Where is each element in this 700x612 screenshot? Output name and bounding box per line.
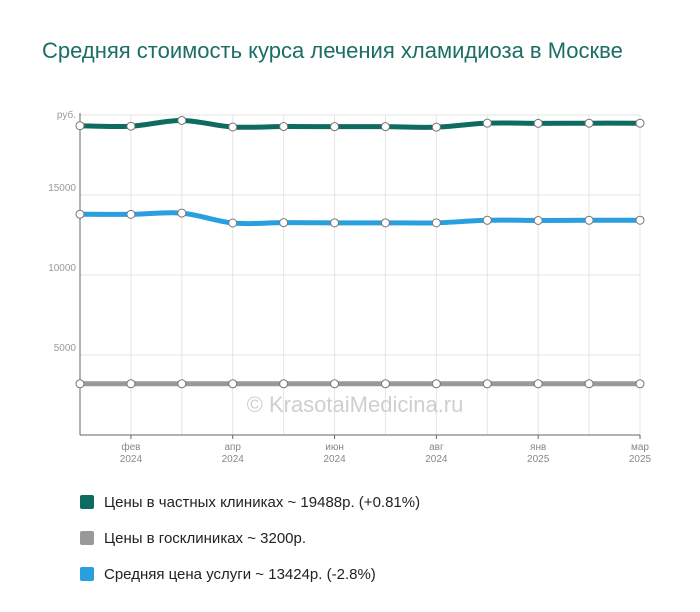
- series-average-point: [126, 209, 136, 219]
- chart-legend: Цены в частных клиниках ~ 19488р. (+0.81…: [80, 484, 420, 592]
- series-public-clinics-point: [431, 379, 441, 389]
- x-tick-label-month: авг: [429, 442, 444, 453]
- legend-item-average[interactable]: Средняя цена услуги ~ 13424р. (-2.8%): [80, 556, 420, 592]
- watermark: © KrasotaiMedicina.ru: [246, 392, 464, 417]
- x-tick-label-year: 2024: [323, 454, 346, 465]
- x-tick-label-month: фев: [121, 441, 140, 453]
- y-tick-label: 10000: [48, 263, 76, 274]
- series-average-point: [431, 218, 441, 228]
- x-tick-label-year: 2024: [425, 454, 448, 465]
- series-average-point: [177, 208, 187, 218]
- series-public-clinics-point: [330, 379, 340, 389]
- series-public-clinics-point: [126, 379, 136, 389]
- series-average-point: [482, 215, 492, 225]
- series-private-clinics-point: [635, 118, 645, 128]
- legend-label-average: Средняя цена услуги ~ 13424р. (-2.8%): [104, 565, 376, 583]
- series-public-clinics-point: [177, 379, 187, 389]
- series-public-clinics-point: [482, 379, 492, 389]
- series-average-point: [330, 218, 340, 228]
- series-private-clinics-point: [380, 122, 390, 132]
- series-public-clinics-point: [584, 379, 594, 389]
- x-tick-label-year: 2025: [629, 454, 652, 465]
- series-private-clinics-point: [584, 118, 594, 128]
- series-public-clinics-point: [228, 379, 238, 389]
- x-tick-label-year: 2024: [120, 454, 143, 465]
- x-tick-label-year: 2025: [527, 454, 550, 465]
- series-public-clinics-point: [380, 379, 390, 389]
- chart-title: Средняя стоимость курса лечения хламидио…: [42, 38, 623, 63]
- y-tick-label: 15000: [48, 183, 76, 194]
- legend-label-public: Цены в госклиниках ~ 3200р.: [104, 529, 307, 547]
- legend-swatch-average: [80, 567, 94, 581]
- legend-label-private: Цены в частных клиниках ~ 19488р. (+0.81…: [104, 493, 421, 511]
- series-private-clinics-point: [279, 122, 289, 132]
- series-public-clinics-point: [75, 379, 85, 389]
- legend-swatch-private: [80, 495, 94, 509]
- series-private-clinics-point: [177, 115, 187, 125]
- series-private-clinics-point: [431, 122, 441, 132]
- series-private-clinics-point: [126, 121, 136, 131]
- x-tick-label-month: июн: [325, 442, 344, 453]
- legend-item-public[interactable]: Цены в госклиниках ~ 3200р.: [80, 520, 420, 556]
- series-public-clinics-point: [635, 379, 645, 389]
- series-private-clinics-point: [75, 121, 85, 131]
- series-public-clinics-point: [533, 379, 543, 389]
- series-average-point: [584, 215, 594, 225]
- series-average-point: [279, 218, 289, 228]
- legend-item-private[interactable]: Цены в частных клиниках ~ 19488р. (+0.81…: [80, 484, 420, 520]
- series-average-point: [75, 209, 85, 219]
- series-private-clinics-point: [330, 122, 340, 132]
- x-tick-label-month: янв: [530, 442, 546, 453]
- series-private-clinics-point: [228, 122, 238, 132]
- series-private-clinics-point: [482, 118, 492, 128]
- series-average-point: [380, 218, 390, 228]
- x-tick-label-month: мар: [631, 442, 649, 453]
- line-chart: 50001000015000руб.фев2024апр2024июн2024а…: [48, 109, 652, 465]
- y-unit-label: руб.: [57, 109, 76, 121]
- series-private-clinics-line: [77, 117, 643, 130]
- series-average-point: [533, 215, 543, 225]
- x-tick-label-year: 2024: [222, 454, 245, 465]
- x-tick-label-month: апр: [224, 442, 241, 453]
- y-tick-label: 5000: [54, 343, 77, 354]
- series-average-line: [77, 210, 643, 227]
- series-public-clinics-point: [279, 379, 289, 389]
- series-private-clinics-point: [533, 118, 543, 128]
- series-average-point: [635, 215, 645, 225]
- series-average-point: [228, 218, 238, 228]
- legend-swatch-public: [80, 531, 94, 545]
